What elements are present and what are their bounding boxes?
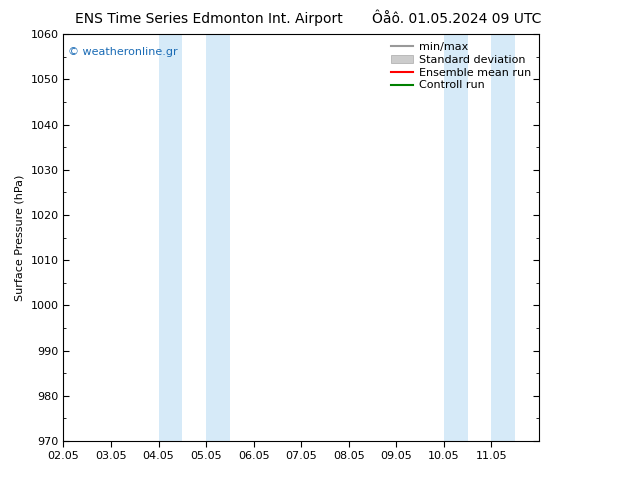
Text: ENS Time Series Edmonton Int. Airport: ENS Time Series Edmonton Int. Airport xyxy=(75,12,343,26)
Bar xyxy=(158,34,183,441)
Text: © weatheronline.gr: © weatheronline.gr xyxy=(68,47,178,56)
Text: Ôåô. 01.05.2024 09 UTC: Ôåô. 01.05.2024 09 UTC xyxy=(372,12,541,26)
Legend: min/max, Standard deviation, Ensemble mean run, Controll run: min/max, Standard deviation, Ensemble me… xyxy=(389,40,533,93)
Bar xyxy=(206,34,230,441)
Bar xyxy=(444,34,468,441)
Y-axis label: Surface Pressure (hPa): Surface Pressure (hPa) xyxy=(15,174,25,301)
Bar xyxy=(491,34,515,441)
